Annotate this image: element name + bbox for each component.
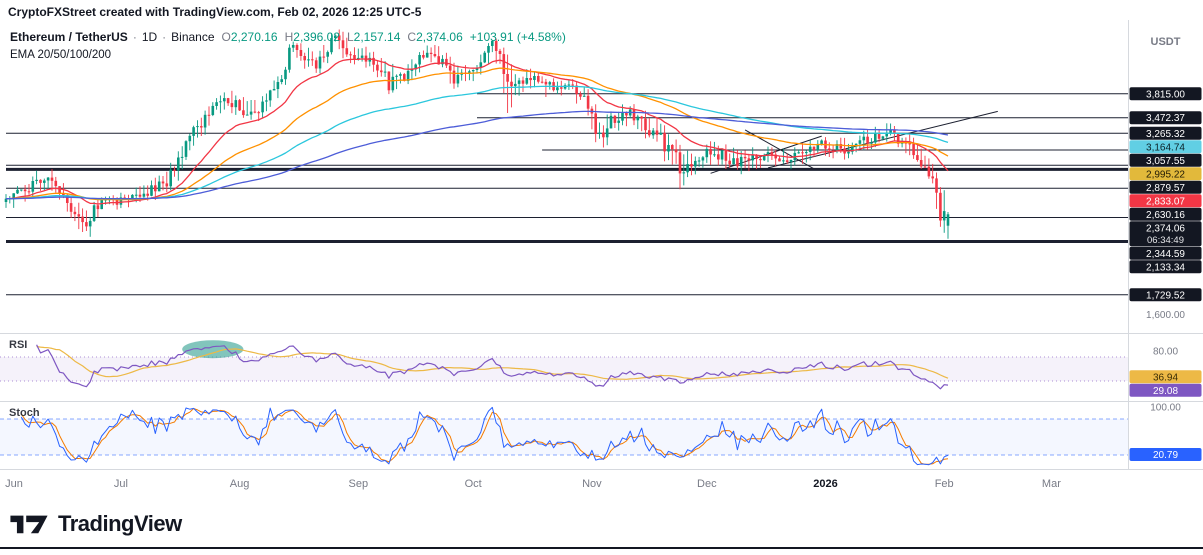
open-label: O [221,30,231,44]
x-axis-label[interactable]: Jul [114,478,128,490]
svg-text:2,879.57: 2,879.57 [1146,183,1185,194]
bottom-divider [0,547,1203,549]
price-axis-label: 3,265.32 [1129,126,1202,140]
stoch-panel[interactable] [0,406,1128,466]
time-axis[interactable]: Jun Jul Aug Sep Oct Nov Dec 2026 Feb Mar [5,478,1061,490]
rsi-panel[interactable] [0,340,1128,390]
stoch-d-line[interactable] [20,408,949,465]
svg-text:3,164.74: 3,164.74 [1146,142,1185,153]
trendline[interactable] [710,135,822,174]
close-value: 2,374.06 [416,30,463,44]
x-axis-label[interactable]: Aug [230,478,250,490]
rsi-panel-label[interactable]: RSI [9,339,28,351]
ema-20-line[interactable] [6,58,949,205]
countdown-timer: 06:34:49 [1147,235,1184,246]
main-price-panel[interactable] [4,29,1128,296]
price-axis-label: 3,164.74 [1129,140,1202,154]
footer: TradingView [8,511,182,537]
legend-separator: · [132,30,137,44]
rsi-ma-line[interactable] [36,345,949,380]
price-axis-label: 1,600.00 [1146,310,1185,321]
stoch-band [0,419,1128,455]
ema-100-line[interactable] [6,85,949,200]
svg-text:3,472.37: 3,472.37 [1146,113,1185,124]
stoch-k-line[interactable] [20,406,949,466]
ema-50-line[interactable] [6,67,949,201]
price-axis-label: 3,057.55 [1129,153,1202,167]
svg-text:80.00: 80.00 [1153,347,1178,358]
svg-text:1,729.52: 1,729.52 [1146,290,1185,301]
price-axis-label: 2,833.07 [1129,194,1202,208]
ema-indicator-label[interactable]: EMA 20/50/100/200 [10,49,112,61]
x-axis-label[interactable]: Nov [582,478,602,490]
change-value: +103.91 (+4.58%) [469,30,566,44]
tradingview-brand-text[interactable]: TradingView [58,511,182,536]
legend-separator: · [162,30,167,44]
price-axis[interactable]: 3,815.00 3,472.37 3,265.32 3,164.74 3,057.55… [1129,87,1202,461]
svg-text:2,133.34: 2,133.34 [1146,262,1185,273]
attribution-text: CryptoFXStreet created with TradingView.… [8,5,422,19]
panel-dividers [0,20,1203,470]
chart-legend: Ethereum / TetherUS · 1D · Binance O2,270.16 H… [10,29,566,63]
interval-label[interactable]: 1D [141,30,158,44]
svg-text:1,600.00: 1,600.00 [1146,310,1185,321]
price-axis-label: 2,995.22 [1129,167,1202,181]
price-chart-svg[interactable]: 3,815.00 3,472.37 3,265.32 3,164.74 3,057.55… [0,0,1203,500]
price-axis-label: 2,879.57 [1129,180,1202,194]
tradingview-logo-icon[interactable] [8,511,50,537]
close-label: C [407,30,417,44]
low-value: 2,157.14 [353,30,401,44]
x-axis-label[interactable]: Sep [349,478,369,490]
price-axis-label: 2,133.34 [1129,260,1202,274]
ema-200-line[interactable] [6,110,949,200]
svg-text:2,374.06: 2,374.06 [1146,223,1185,234]
price-axis-label: 80.00 [1153,347,1178,358]
stoch-panel-label[interactable]: Stoch [9,407,40,419]
price-axis-label: 1,729.52 [1129,288,1202,302]
price-axis-label: 20.79 [1129,448,1202,461]
exchange-label[interactable]: Binance [171,30,215,44]
high-value: 2,396.02 [293,30,340,44]
svg-text:100.00: 100.00 [1150,403,1181,414]
x-axis-label[interactable]: Mar [1042,478,1061,490]
price-axis-label: 100.00 [1150,403,1181,414]
candlestick-series[interactable] [4,29,950,239]
high-label: H [284,30,294,44]
price-axis-label: 3,472.37 [1129,111,1202,125]
x-axis-label[interactable]: Feb [935,478,954,490]
x-axis-label[interactable]: Dec [697,478,717,490]
symbol-name[interactable]: Ethereum / TetherUS [10,30,128,44]
price-axis-label: 36.94 [1129,370,1202,384]
x-axis-label[interactable]: 2026 [813,478,837,490]
svg-text:2,833.07: 2,833.07 [1146,196,1185,207]
svg-text:20.79: 20.79 [1153,450,1178,461]
open-value: 2,270.16 [230,30,278,44]
x-axis-label[interactable]: Oct [465,478,482,490]
svg-text:3,265.32: 3,265.32 [1146,129,1185,140]
rsi-highlight-annotation[interactable] [182,340,244,359]
rsi-line[interactable] [36,344,949,390]
svg-text:2,995.22: 2,995.22 [1146,169,1185,180]
svg-text:2,344.59: 2,344.59 [1146,249,1185,260]
price-axis-label: 3,815.00 [1129,87,1202,101]
axis-currency-label[interactable]: USDT [1150,36,1181,48]
svg-text:29.08: 29.08 [1153,386,1178,397]
svg-text:36.94: 36.94 [1153,372,1178,383]
price-axis-label: 29.08 [1129,383,1202,397]
svg-text:2,630.16: 2,630.16 [1146,210,1185,221]
low-label: L [346,30,354,44]
price-axis-label: 2,630.16 [1129,207,1202,221]
x-axis-label[interactable]: Jun [5,478,23,490]
svg-text:3,815.00: 3,815.00 [1146,89,1185,100]
price-axis-label: 2,344.59 [1129,246,1202,260]
svg-text:3,057.55: 3,057.55 [1146,156,1185,167]
